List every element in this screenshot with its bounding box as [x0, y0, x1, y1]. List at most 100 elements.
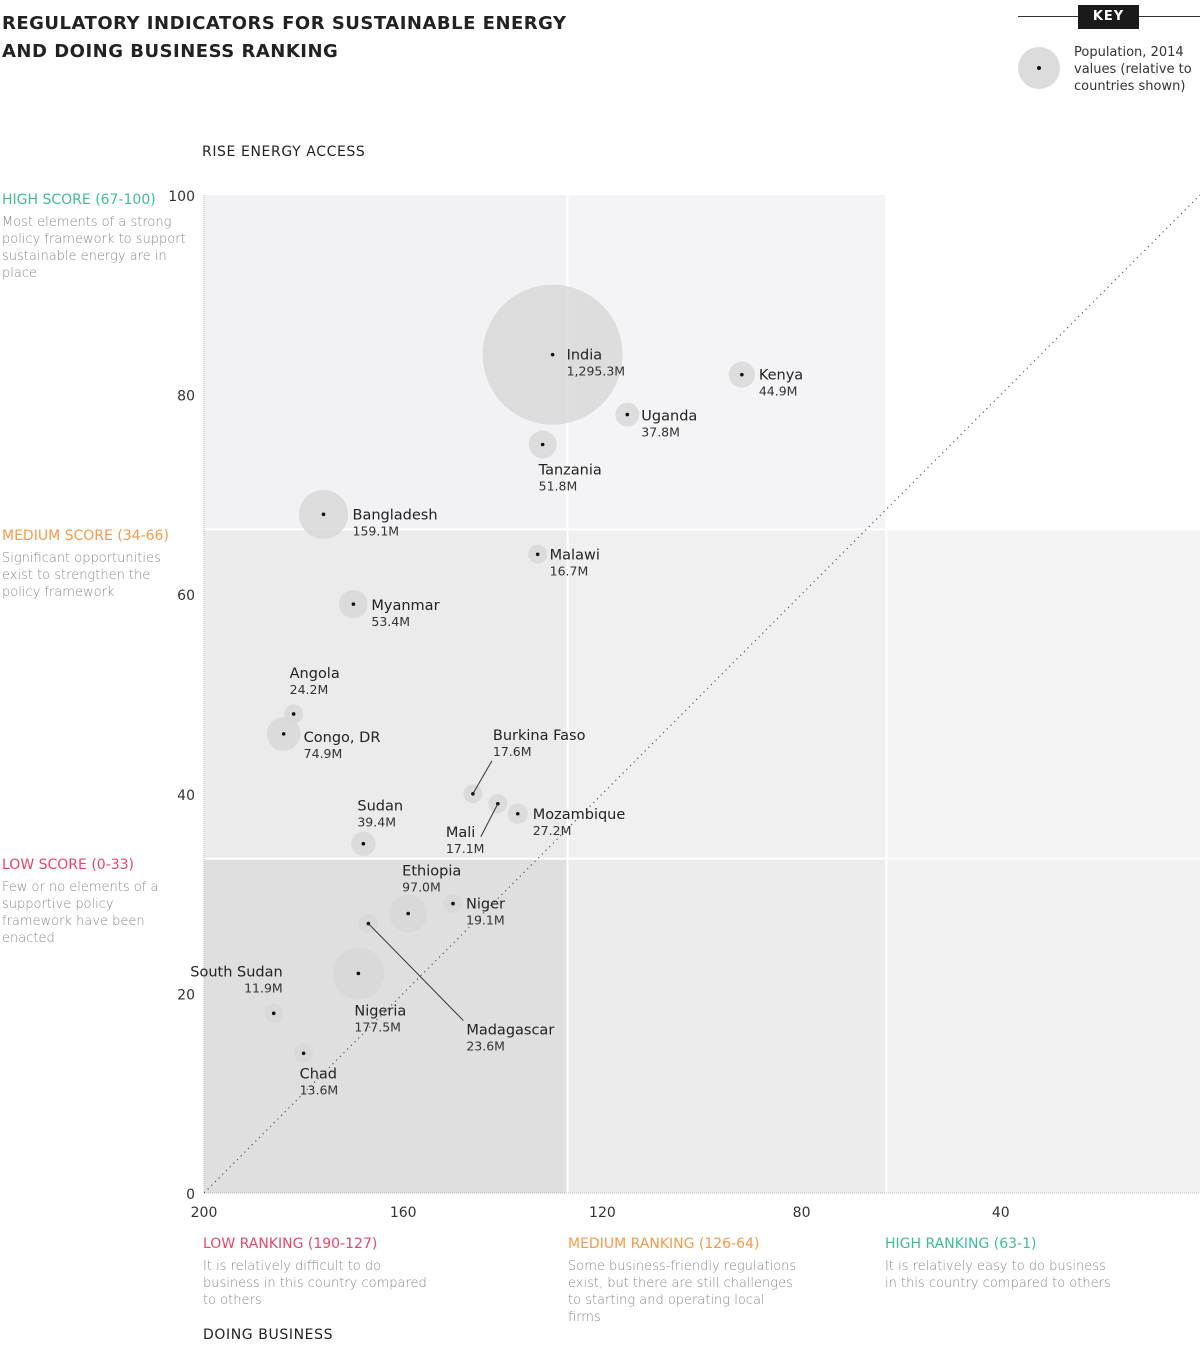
population-value-label: 53.4M — [371, 614, 410, 629]
y-tick-label: 100 — [168, 189, 195, 205]
country-name-label: Chad — [300, 1066, 337, 1082]
y-tick-label: 80 — [177, 389, 195, 405]
point-marker — [550, 352, 555, 357]
key-rule-left — [1018, 16, 1078, 17]
quadrant-region — [204, 858, 568, 1193]
point-marker — [271, 1011, 276, 1016]
y-tick-label: 20 — [177, 987, 195, 1003]
population-value-label: 23.6M — [466, 1039, 505, 1054]
point-marker — [540, 442, 545, 447]
quadrant-region — [567, 858, 887, 1193]
key-label: KEY — [1078, 5, 1139, 29]
population-value-label: 177.5M — [354, 1019, 401, 1034]
country-name-label: South Sudan — [190, 964, 282, 980]
population-value-label: 11.9M — [244, 980, 283, 995]
point-marker — [356, 971, 361, 976]
leader-line — [367, 923, 464, 1021]
country-name-label: Bangladesh — [353, 507, 438, 523]
x-band-low: LOW RANKING (190-127) It is relatively d… — [203, 1236, 433, 1309]
quadrant-region — [567, 529, 887, 859]
population-value-label: 24.2M — [290, 682, 329, 697]
x-band-heading: MEDIUM RANKING (126-64) — [568, 1236, 760, 1252]
point-marker — [351, 602, 356, 606]
point-marker — [301, 1051, 306, 1056]
point-marker — [281, 732, 286, 736]
population-value-label: 1,295.3M — [567, 364, 626, 379]
country-name-label: Mali — [446, 825, 475, 841]
x-band-description: Some business-friendly regulations exist… — [568, 1259, 797, 1325]
y-band-medium: MEDIUM SCORE (34-66) Significant opportu… — [2, 528, 182, 601]
x-tick-label: 40 — [992, 1205, 1010, 1221]
country-name-label: Tanzania — [538, 463, 602, 479]
population-value-label: 51.8M — [539, 479, 578, 494]
population-value-label: 17.6M — [493, 744, 532, 759]
population-value-label: 37.8M — [641, 425, 680, 440]
x-band-heading: LOW RANKING (190-127) — [203, 1236, 378, 1252]
population-value-label: 39.4M — [357, 815, 396, 830]
key-bubble-icon — [1018, 47, 1060, 89]
country-name-label: Burkina Faso — [493, 728, 586, 744]
y-tick-label: 40 — [177, 788, 195, 804]
y-band-description: Few or no elements of a supportive polic… — [2, 880, 159, 946]
population-value-label: 27.2M — [533, 823, 572, 838]
x-band-description: It is relatively easy to do business in … — [885, 1259, 1111, 1291]
country-name-label: Mozambique — [533, 807, 626, 823]
point-marker — [361, 841, 366, 846]
x-tick-label: 160 — [390, 1205, 417, 1221]
point-marker — [406, 911, 410, 916]
key-description: Population, 2014 values (relative to cou… — [1074, 45, 1192, 94]
y-band-high: HIGH SCORE (67-100) Most elements of a s… — [2, 192, 192, 282]
chart-title: REGULATORY INDICATORS FOR SUSTAINABLE EN… — [2, 13, 567, 62]
country-name-label: Kenya — [759, 368, 803, 384]
key-dot-icon — [1037, 66, 1041, 70]
quadrant-region — [886, 529, 1200, 859]
x-tick-label: 200 — [191, 1205, 218, 1221]
leader-line — [472, 760, 493, 795]
x-band-high: HIGH RANKING (63-1) It is relatively eas… — [885, 1236, 1115, 1292]
reference-diagonal-line — [203, 194, 1200, 1194]
population-value-label: 19.1M — [466, 913, 505, 928]
y-axis-label: RISE ENERGY ACCESS — [202, 144, 366, 160]
x-tick-label: 80 — [793, 1205, 811, 1221]
population-value-label: 74.9M — [304, 746, 343, 761]
point-marker — [625, 412, 630, 417]
country-name-label: Niger — [466, 897, 505, 913]
x-band-description: It is relatively difficult to do busines… — [203, 1259, 427, 1308]
y-band-heading: MEDIUM SCORE (34-66) — [2, 528, 169, 544]
y-tick-label: 0 — [186, 1187, 195, 1203]
point-marker — [451, 901, 455, 906]
population-value-label: 16.7M — [550, 563, 589, 578]
point-marker — [291, 712, 296, 716]
y-band-heading: LOW SCORE (0-33) — [2, 857, 135, 873]
country-name-label: Malawi — [550, 547, 600, 563]
country-name-label: Ethiopia — [402, 864, 461, 880]
leader-line — [480, 803, 499, 838]
y-band-description: Most elements of a strong policy framewo… — [2, 215, 186, 281]
population-value-label: 17.1M — [446, 841, 485, 856]
y-tick-label: 60 — [177, 588, 195, 604]
x-band-medium: MEDIUM RANKING (126-64) Some business-fr… — [568, 1236, 798, 1326]
point-marker — [740, 372, 744, 377]
country-name-label: Myanmar — [371, 598, 439, 614]
population-value-label: 44.9M — [759, 384, 798, 399]
y-band-description: Significant opportunities exist to stren… — [2, 551, 161, 600]
country-name-label: Madagascar — [466, 1023, 554, 1039]
point-marker — [515, 811, 520, 816]
country-name-label: Uganda — [641, 409, 697, 425]
population-value-label: 159.1M — [353, 523, 400, 538]
